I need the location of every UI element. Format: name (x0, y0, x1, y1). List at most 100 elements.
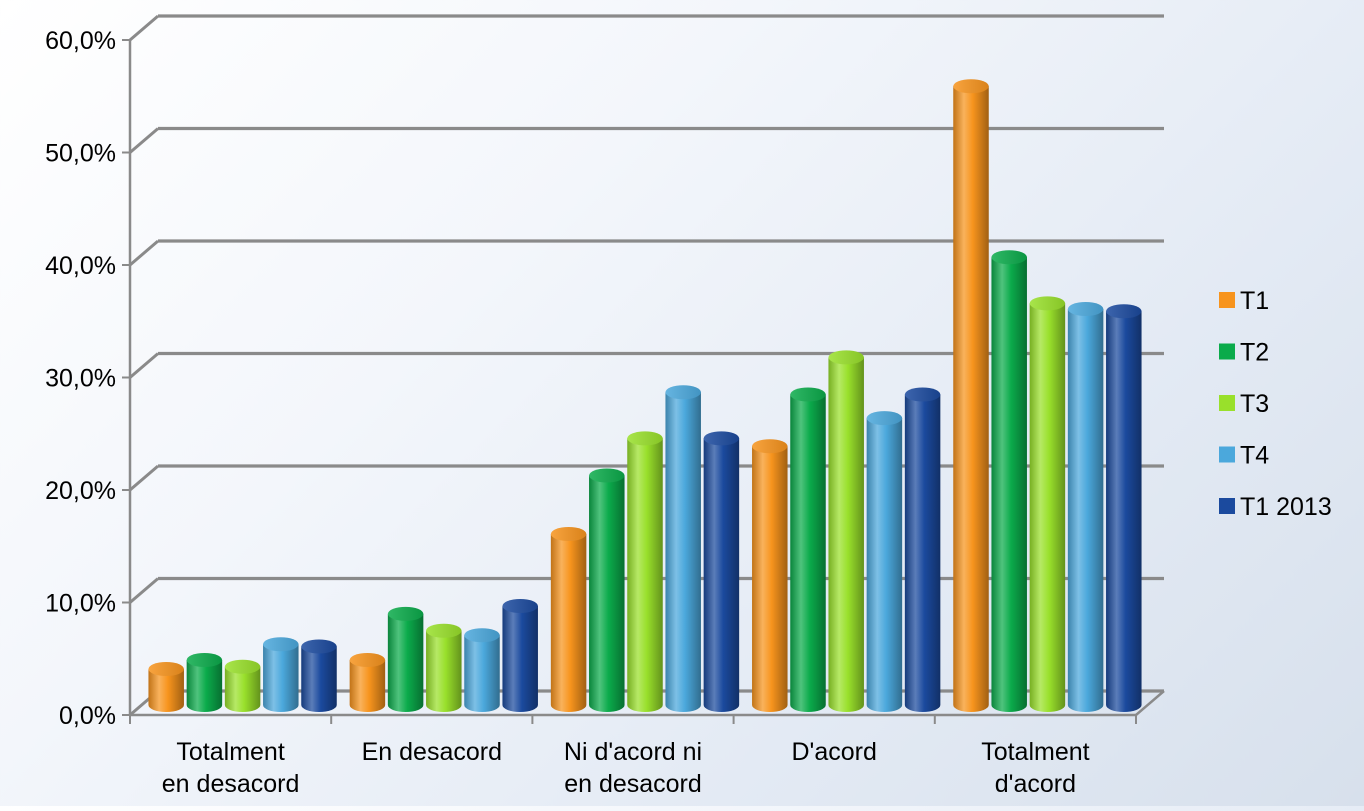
legend-item: T4 (1219, 442, 1269, 470)
bar-top (991, 250, 1027, 265)
legend-item: T3 (1219, 390, 1269, 418)
bar-t2-cat3 (790, 387, 826, 712)
bars-layer (148, 79, 1142, 712)
legend-label: T2 (1240, 339, 1269, 367)
bar-t1-2013-cat1 (502, 599, 538, 712)
legend-swatch (1219, 292, 1235, 308)
bar-t3-cat1 (426, 623, 462, 712)
gridline-depth (129, 577, 159, 604)
bar-body (349, 660, 386, 712)
bar-body (703, 438, 740, 712)
floor-edge (1135, 690, 1165, 716)
bar-top (426, 623, 462, 638)
y-tick-label: 40,0% (45, 252, 116, 280)
bar-top (550, 527, 587, 541)
bar-top (1106, 304, 1142, 319)
bar-top (904, 387, 941, 402)
bar-t2-cat0 (186, 653, 223, 712)
bar-top (589, 468, 625, 483)
bar-top (263, 637, 299, 652)
bar-body (550, 534, 587, 712)
bar-body (665, 392, 701, 712)
legend-swatch (1219, 343, 1235, 360)
bar-t2-cat1 (387, 606, 424, 712)
bar-t3-cat2 (627, 431, 663, 712)
bar-body (627, 438, 663, 712)
bar-top (387, 606, 424, 621)
bar-body (224, 666, 261, 712)
bar-top (627, 431, 663, 446)
bar-body (1067, 309, 1104, 712)
y-tick-label: 60,0% (45, 27, 116, 55)
bar-body (991, 257, 1027, 712)
bar-body (866, 418, 903, 712)
bar-top (866, 411, 903, 426)
legend-swatch (1219, 446, 1235, 463)
legend-item: T1 2013 (1219, 493, 1332, 521)
bar-t3-cat0 (224, 659, 261, 712)
legend-label: T1 2013 (1240, 493, 1332, 521)
bar-body (301, 646, 337, 712)
bar-top (186, 653, 223, 667)
x-tick-label: d'acord (995, 770, 1076, 798)
bar-body (263, 644, 299, 712)
bar-t1-2013-cat0 (301, 639, 337, 712)
bar-t4-cat1 (464, 628, 500, 712)
bar-body (186, 660, 223, 712)
bar-t4-cat4 (1067, 302, 1104, 712)
y-tick-label: 20,0% (45, 477, 116, 505)
legend: T1 T2 T3 T4 T1 2013 (1219, 287, 1332, 521)
x-tick-label: Ni d'acord ni (564, 738, 702, 766)
y-tick-label: 0,0% (59, 702, 116, 730)
y-tick-label: 30,0% (45, 365, 116, 393)
bar-top (665, 385, 701, 400)
bar-top (148, 662, 184, 676)
legend-item: T2 (1219, 339, 1269, 367)
legend-label: T1 (1240, 287, 1269, 315)
bar-body (790, 394, 826, 712)
x-tick-label: Totalment (981, 738, 1089, 766)
bar-body (589, 475, 625, 712)
bar-top (301, 639, 337, 654)
bar-top (1067, 302, 1104, 316)
bar-top (1029, 296, 1066, 311)
bar-t1-cat2 (550, 527, 587, 712)
x-tick-label: en desacord (162, 770, 300, 798)
x-tick-label: En desacord (362, 738, 502, 766)
bar-body (752, 446, 788, 712)
bar-body (502, 606, 538, 712)
legend-label: T4 (1240, 442, 1269, 470)
bar-body (426, 630, 462, 712)
bar-top (752, 439, 788, 454)
bar-t2-cat4 (991, 250, 1027, 712)
gridline-depth (129, 239, 159, 267)
bar-body (1029, 303, 1066, 712)
bar-top (502, 599, 538, 613)
bar-body (904, 394, 941, 712)
bar-top (790, 387, 826, 402)
bar-body (828, 357, 864, 712)
gridline-depth (129, 464, 159, 492)
bar-t1-cat3 (752, 439, 788, 712)
y-tick-label: 50,0% (45, 140, 116, 168)
bar-t1-2013-cat4 (1106, 304, 1142, 712)
legend-label: T3 (1240, 390, 1269, 418)
x-tick-label: D'acord (792, 738, 877, 766)
bar-top (464, 628, 500, 643)
gridline-depth (129, 352, 159, 379)
bar-t4-cat3 (866, 411, 903, 712)
gridline-depth (129, 14, 159, 42)
bar-t1-2013-cat3 (904, 387, 941, 712)
bar-t1-cat4 (953, 79, 989, 712)
bar-t2-cat2 (589, 468, 625, 712)
legend-swatch (1219, 395, 1235, 411)
bar-t3-cat4 (1029, 296, 1066, 712)
bar-top (224, 659, 261, 674)
bar-t4-cat2 (665, 385, 701, 712)
bar-t1-cat1 (349, 653, 386, 712)
legend-swatch (1219, 498, 1235, 514)
bar-body (953, 86, 989, 712)
bar-body (148, 669, 184, 712)
